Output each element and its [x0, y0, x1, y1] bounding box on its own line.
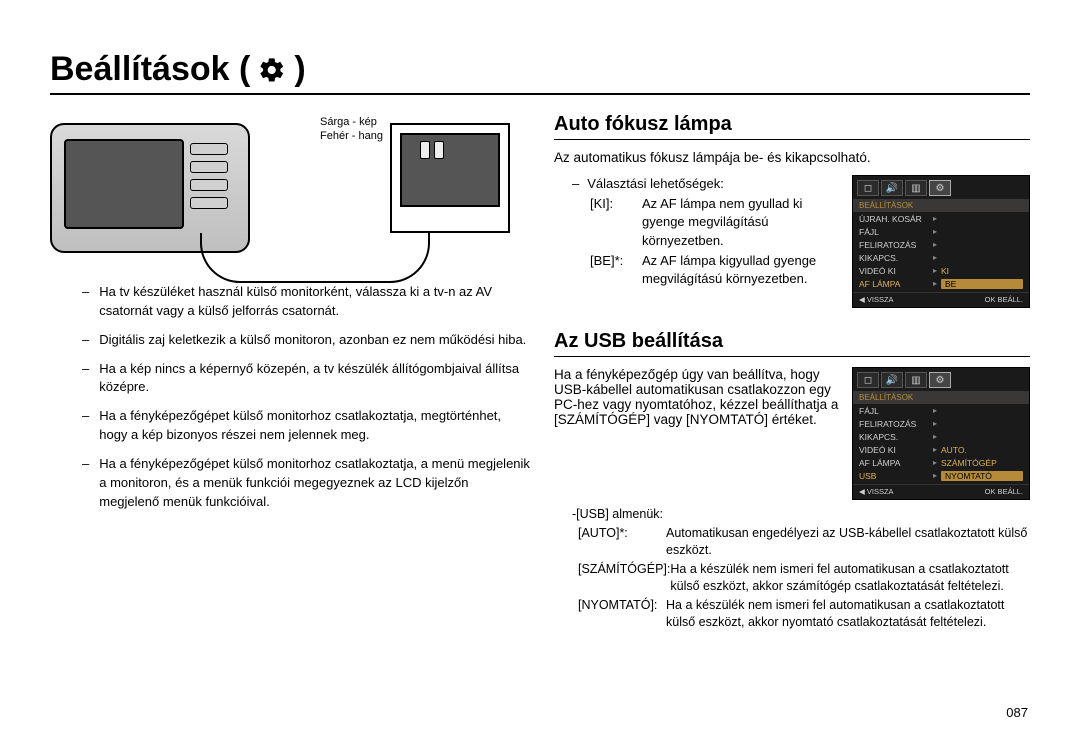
gear-icon [258, 56, 286, 84]
menu-row: VIDEÓ KI▸AUTO. [853, 443, 1029, 456]
diagram-legend: Sárga - kép Fehér - hang [320, 115, 383, 144]
af-intro: Az automatikus fókusz lámpája be- és kik… [554, 150, 1030, 165]
legend-line: Fehér - hang [320, 129, 383, 143]
usb-opt-val: Automatikusan engedélyezi az USB-kábelle… [666, 525, 1030, 560]
usb-sub-label: [USB] almenük: [576, 506, 1030, 524]
menu-back: ◀ VISSZA [859, 487, 894, 496]
af-section-title: Auto fókusz lámpa [554, 113, 1030, 140]
camera-menu-usb: ◻ 🔊 ▥ ⚙ BEÁLLÍTÁSOK FÁJL▸ FELIRATOZÁS▸ K… [852, 367, 1030, 500]
tv-illustration [390, 123, 510, 233]
page-title: Beállítások ( ) [50, 50, 1030, 95]
menu-header: BEÁLLÍTÁSOK [853, 391, 1029, 404]
menu-row-highlighted: USB▸NYOMTATÓ [853, 469, 1029, 482]
av-plugs [420, 141, 444, 159]
title-close: ) [294, 50, 305, 89]
usb-opt-key: [AUTO]*: [554, 525, 666, 560]
menu-tab-icon: ⚙ [929, 372, 951, 388]
af-options-label: Választási lehetőségek: [579, 175, 840, 193]
title-text: Beállítások ( [50, 50, 250, 89]
usb-opt-val: Ha a készülék nem ismeri fel automatikus… [670, 561, 1030, 596]
legend-line: Sárga - kép [320, 115, 383, 129]
usb-opt-val: Ha a készülék nem ismeri fel automatikus… [666, 597, 1030, 632]
menu-row: FÁJL▸ [853, 225, 1029, 238]
menu-tab-icon: ▥ [905, 180, 927, 196]
af-opt-key: [BE]*: [590, 252, 642, 288]
menu-row: KIKAPCS.▸ [853, 430, 1029, 443]
menu-tab-icon: ▥ [905, 372, 927, 388]
left-column: Sárga - kép Fehér - hang –Ha tv készülék… [50, 113, 530, 633]
menu-row: ÚJRAH. KOSÁR▸ [853, 212, 1029, 225]
menu-back: ◀ VISSZA [859, 295, 894, 304]
menu-row: FÁJL▸ [853, 404, 1029, 417]
menu-row: KIKAPCS.▸ [853, 251, 1029, 264]
menu-tab-icon: 🔊 [881, 180, 903, 196]
menu-tab-icon: 🔊 [881, 372, 903, 388]
menu-row: AF LÁMPA▸SZÁMÍTÓGÉP [853, 456, 1029, 469]
menu-tab-icon: ⚙ [929, 180, 951, 196]
cable-illustration [200, 233, 430, 283]
menu-row-highlighted: AF LÁMPA▸BE [853, 277, 1029, 290]
connection-diagram: Sárga - kép Fehér - hang [50, 113, 530, 283]
af-opt-val: Az AF lámpa kigyullad gyenge megvilágítá… [642, 252, 840, 288]
menu-row: FELIRATOZÁS▸ [853, 417, 1029, 430]
menu-tab-icon: ◻ [857, 372, 879, 388]
usb-intro: Ha a fényképezőgép úgy van beállítva, ho… [554, 367, 840, 427]
menu-ok: OK BEÁLL. [985, 487, 1023, 496]
list-item: –Ha a kép nincs a képernyő közepén, a tv… [50, 360, 530, 398]
usb-opt-key: [SZÁMÍTÓGÉP]: [554, 561, 670, 596]
af-opt-key: [KI]: [590, 195, 642, 250]
right-column: Auto fókusz lámpa Az automatikus fókusz … [554, 113, 1030, 633]
page-number: 087 [1006, 705, 1028, 720]
menu-row: FELIRATOZÁS▸ [853, 238, 1029, 251]
list-item: –Ha tv készüléket használ külső monitork… [50, 283, 530, 321]
left-notes-list: –Ha tv készüléket használ külső monitork… [50, 283, 530, 511]
list-item: –Ha a fényképezőgépet külső monitorhoz c… [50, 407, 530, 445]
menu-ok: OK BEÁLL. [985, 295, 1023, 304]
menu-tab-icon: ◻ [857, 180, 879, 196]
usb-opt-key: [NYOMTATÓ]: [554, 597, 666, 632]
af-opt-val: Az AF lámpa nem gyullad ki gyenge megvil… [642, 195, 840, 250]
list-item: –Ha a fényképezőgépet külső monitorhoz c… [50, 455, 530, 512]
camera-menu-af: ◻ 🔊 ▥ ⚙ BEÁLLÍTÁSOK ÚJRAH. KOSÁR▸ FÁJL▸ … [852, 175, 1030, 308]
usb-section-title: Az USB beállítása [554, 330, 1030, 357]
menu-header: BEÁLLÍTÁSOK [853, 199, 1029, 212]
menu-row: VIDEÓ KI▸KI [853, 264, 1029, 277]
list-item: –Digitális zaj keletkezik a külső monito… [50, 331, 530, 350]
